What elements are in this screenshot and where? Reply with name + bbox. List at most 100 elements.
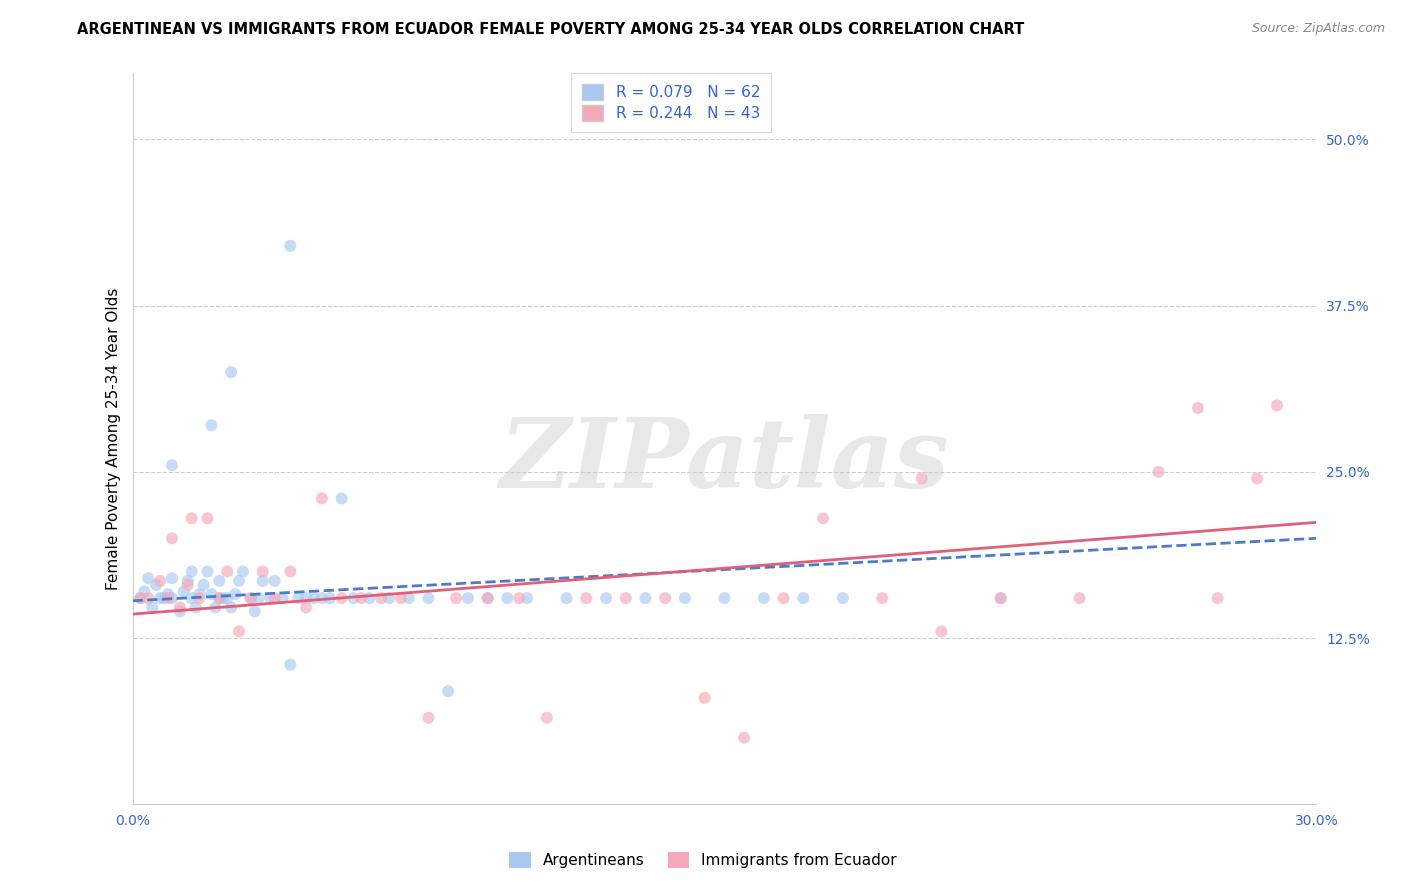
Point (595, 591, 617, 606)
Point (418, 711, 440, 725)
Point (931, 624, 953, 639)
Point (197, 511, 219, 525)
Point (990, 591, 1012, 606)
Point (477, 591, 499, 606)
Point (370, 591, 392, 606)
Point (212, 591, 235, 606)
Point (208, 591, 231, 606)
Point (259, 591, 281, 606)
Point (239, 591, 262, 606)
Point (713, 591, 735, 606)
Point (169, 604, 191, 618)
Point (295, 600, 318, 615)
Point (654, 591, 676, 606)
Point (870, 591, 893, 606)
Point (389, 591, 412, 606)
Point (378, 591, 401, 606)
Point (160, 591, 183, 606)
Point (311, 491, 333, 506)
Point (295, 591, 318, 606)
Legend: R = 0.079   N = 62, R = 0.244   N = 43: R = 0.079 N = 62, R = 0.244 N = 43 (571, 73, 770, 132)
Point (156, 587, 179, 601)
Point (263, 574, 285, 588)
Point (477, 591, 499, 606)
Point (280, 239, 302, 253)
Point (134, 584, 156, 599)
Point (752, 591, 775, 606)
Point (437, 684, 460, 698)
Point (219, 365, 242, 379)
Point (311, 591, 333, 606)
Point (177, 578, 200, 592)
Legend: Argentineans, Immigrants from Ecuador: Argentineans, Immigrants from Ecuador (501, 843, 905, 877)
Point (271, 591, 294, 606)
Point (496, 591, 519, 606)
Point (1206, 591, 1229, 606)
Point (232, 565, 254, 579)
Point (555, 591, 578, 606)
Point (160, 571, 183, 585)
Point (350, 591, 373, 606)
Point (141, 600, 163, 615)
Point (457, 591, 479, 606)
Point (1265, 398, 1288, 412)
Point (156, 591, 179, 606)
Y-axis label: Female Poverty Among 25-34 Year Olds: Female Poverty Among 25-34 Year Olds (107, 287, 121, 590)
Point (263, 591, 285, 606)
Text: ARGENTINEAN VS IMMIGRANTS FROM ECUADOR FEMALE POVERTY AMONG 25-34 YEAR OLDS CORR: ARGENTINEAN VS IMMIGRANTS FROM ECUADOR F… (77, 22, 1025, 37)
Point (811, 511, 834, 525)
Point (418, 591, 440, 606)
Point (831, 591, 853, 606)
Point (575, 591, 598, 606)
Point (149, 591, 172, 606)
Point (287, 591, 309, 606)
Point (247, 591, 270, 606)
Point (224, 587, 246, 601)
Point (129, 591, 152, 606)
Point (173, 584, 195, 599)
Point (136, 591, 159, 606)
Point (772, 591, 794, 606)
Point (342, 591, 364, 606)
Point (208, 574, 231, 588)
Point (444, 591, 467, 606)
Point (239, 591, 262, 606)
Point (197, 565, 219, 579)
Point (180, 565, 202, 579)
Point (177, 574, 200, 588)
Point (243, 604, 266, 618)
Point (160, 458, 183, 473)
Point (149, 574, 172, 588)
Point (1147, 465, 1170, 479)
Point (280, 565, 302, 579)
Point (188, 591, 211, 606)
Point (792, 591, 814, 606)
Point (693, 690, 716, 705)
Point (193, 578, 215, 592)
Point (180, 511, 202, 525)
Point (145, 578, 167, 592)
Point (508, 591, 530, 606)
Point (217, 591, 239, 606)
Point (398, 591, 420, 606)
Point (219, 600, 242, 615)
Point (280, 657, 302, 672)
Point (614, 591, 637, 606)
Point (634, 591, 657, 606)
Point (1246, 471, 1268, 485)
Point (536, 711, 558, 725)
Point (136, 571, 159, 585)
Point (217, 565, 239, 579)
Point (1187, 401, 1209, 415)
Point (359, 591, 381, 606)
Point (129, 591, 152, 606)
Text: ZIPatlas: ZIPatlas (499, 414, 949, 508)
Point (911, 471, 934, 485)
Point (330, 591, 353, 606)
Point (252, 574, 274, 588)
Point (516, 591, 538, 606)
Point (180, 591, 202, 606)
Point (302, 591, 325, 606)
Point (319, 591, 342, 606)
Point (169, 600, 191, 615)
